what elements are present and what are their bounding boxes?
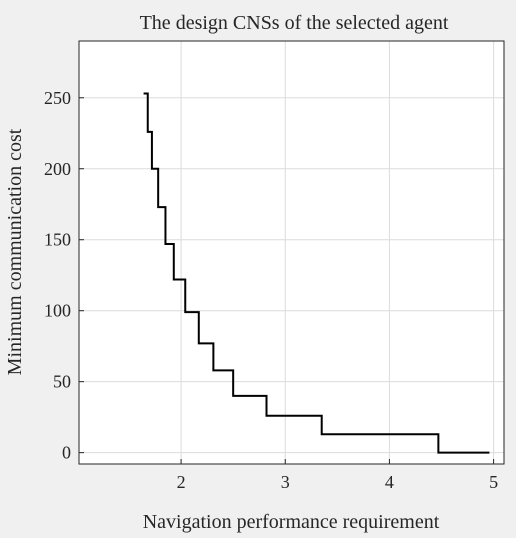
y-axis: 0 50 100 150 200 250 <box>44 88 84 463</box>
x-tick-label: 4 <box>385 472 394 492</box>
y-tick-label: 150 <box>44 230 71 250</box>
y-tick-label: 0 <box>62 443 71 463</box>
series-line <box>143 92 490 454</box>
y-tick-label: 100 <box>44 301 71 321</box>
x-tick-label: 5 <box>489 472 498 492</box>
y-tick-label: 250 <box>44 88 71 108</box>
series-layer <box>143 92 490 454</box>
x-axis-label: Navigation performance requirement <box>143 511 440 533</box>
y-tick-label: 200 <box>44 159 71 179</box>
plot-area <box>79 41 504 464</box>
x-tick-label: 2 <box>177 472 186 492</box>
y-tick-label: 50 <box>53 372 71 392</box>
y-axis-label: Minimum communication cost <box>4 128 26 375</box>
plot-frame <box>78 40 505 465</box>
x-tick-label: 3 <box>281 472 290 492</box>
chart-title: The design CNSs of the selected agent <box>140 12 449 34</box>
grid <box>79 41 504 464</box>
x-axis: 2 3 4 5 <box>177 459 498 492</box>
